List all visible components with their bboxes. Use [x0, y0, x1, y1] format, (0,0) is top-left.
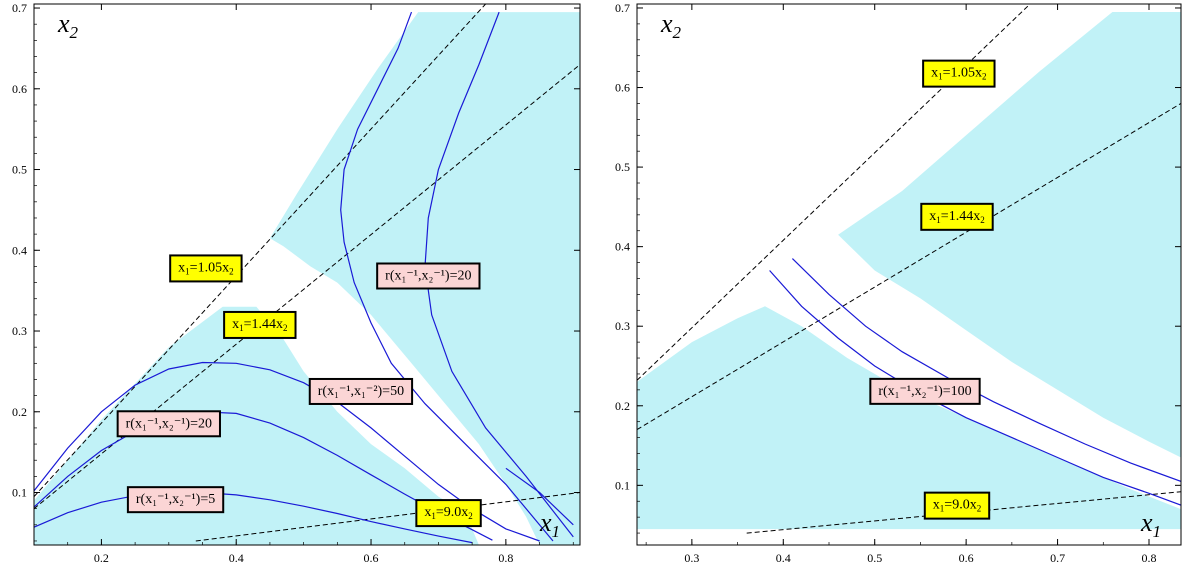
line-label-box: x1=1.05x2	[922, 59, 996, 88]
contour-curve-6	[505, 467, 574, 526]
dashed-line-2	[34, 64, 580, 510]
y-tick-label: 0.3	[12, 324, 27, 338]
contour-label-box: r(x₁⁻¹,x₂⁻¹)=20	[376, 262, 481, 290]
line-label-box: x1=1.44x2	[223, 310, 297, 339]
contour-label-box: r(x₁⁻¹,x₁⁻²)=50	[308, 377, 414, 405]
y-axis-label: x2	[660, 9, 682, 42]
y-tick-label: 0.6	[615, 81, 630, 95]
box-label-text: x1=9.0x2	[424, 505, 472, 521]
y-tick-label: 0.3	[615, 319, 630, 333]
dashed-line-3	[195, 492, 580, 542]
x-tick-label: 0.3	[684, 551, 699, 565]
chart-panel-1: 0.2 0.4 0.6 0.80.10.20.30.40.50.60.7x2x1x1=…	[12, 1, 581, 565]
x-tick-label: 0.8	[498, 551, 513, 565]
box-label-text: x1=9.0x2	[933, 498, 981, 514]
y-tick-label: 0.2	[12, 405, 27, 419]
box-label-text: x1=1.05x2	[931, 66, 986, 82]
box-label-text: x1=1.05x2	[178, 260, 233, 276]
line-label-box: x1=9.0x2	[415, 499, 482, 528]
y-tick-label: 0.1	[12, 486, 27, 500]
plot-area	[34, 4, 580, 545]
x-tick-label: 0.4	[776, 551, 791, 565]
plot-area	[637, 4, 1181, 534]
x-tick-label: 0.7	[1050, 551, 1065, 565]
y-tick-label: 0.2	[615, 399, 630, 413]
x-tick-label: 0.4	[229, 551, 244, 565]
shaded-region-2	[838, 12, 1181, 458]
line-label-box: x1=9.0x2	[923, 491, 991, 520]
contour-label-box: r(x₁⁻¹,x₂⁻¹)=5	[126, 486, 225, 514]
contour-curve-4	[340, 11, 554, 542]
y-tick-label: 0.1	[615, 478, 630, 492]
shaded-region-1	[34, 306, 479, 545]
y-tick-label: 0.5	[12, 163, 27, 177]
x-tick-label: 0.2	[94, 551, 109, 565]
box-label-text: r(x₁⁻¹,x₂⁻¹)=5	[136, 492, 215, 507]
box-label-text: r(x₁⁻¹,x₂⁻¹)=20	[385, 269, 471, 284]
y-tick-label: 0.7	[615, 1, 630, 15]
dashed-line-2	[637, 102, 1181, 431]
dashed-line-1	[637, 4, 1031, 381]
chart-panel-2: 0.3 0.4 0.5 0.6 0.7 0.8 0.1 0.2 0.3 0.4 0.5 0.6 0.7 x…	[615, 1, 1182, 565]
box-label-text: x1=1.44x2	[232, 317, 287, 333]
box-label-text: x1=1.44x2	[929, 209, 984, 225]
x-tick-label: 0.8	[1142, 551, 1157, 565]
line-label-box: x1=1.44x2	[920, 202, 994, 231]
plot-frame	[636, 3, 1182, 546]
contour-label-box: r(x₁⁻¹,x₂⁻¹)=100	[869, 377, 981, 405]
y-tick-label: 0.4	[12, 243, 27, 257]
box-label-text: r(x₁⁻¹,x₂⁻¹)=100	[878, 384, 971, 399]
y-tick-label: 0.7	[12, 1, 27, 15]
dashed-line-1	[34, 4, 486, 497]
y-tick-label: 0.4	[615, 240, 630, 254]
box-label-text: r(x₁⁻¹,x₁⁻²)=50	[318, 384, 404, 399]
y-tick-label: 0.6	[12, 82, 27, 96]
x-tick-label: 0.6	[959, 551, 974, 565]
y-tick-label: 0.5	[615, 160, 630, 174]
y-axis-label: x2	[57, 9, 79, 42]
line-label-box: x1=1.05x2	[169, 254, 243, 283]
x-tick-label: 0.6	[364, 551, 379, 565]
x-tick-label: 0.5	[867, 551, 882, 565]
plot-frame	[33, 3, 581, 546]
box-label-text: r(x₁⁻¹,x₂⁻¹)=20	[126, 416, 212, 431]
contour-label-box: r(x₁⁻¹,x₂⁻¹)=20	[116, 410, 221, 438]
contour-curve-3	[34, 361, 540, 542]
contour-curve-1	[769, 270, 1181, 506]
contour-curve-1	[34, 491, 473, 544]
shaded-region-1	[637, 306, 1181, 530]
